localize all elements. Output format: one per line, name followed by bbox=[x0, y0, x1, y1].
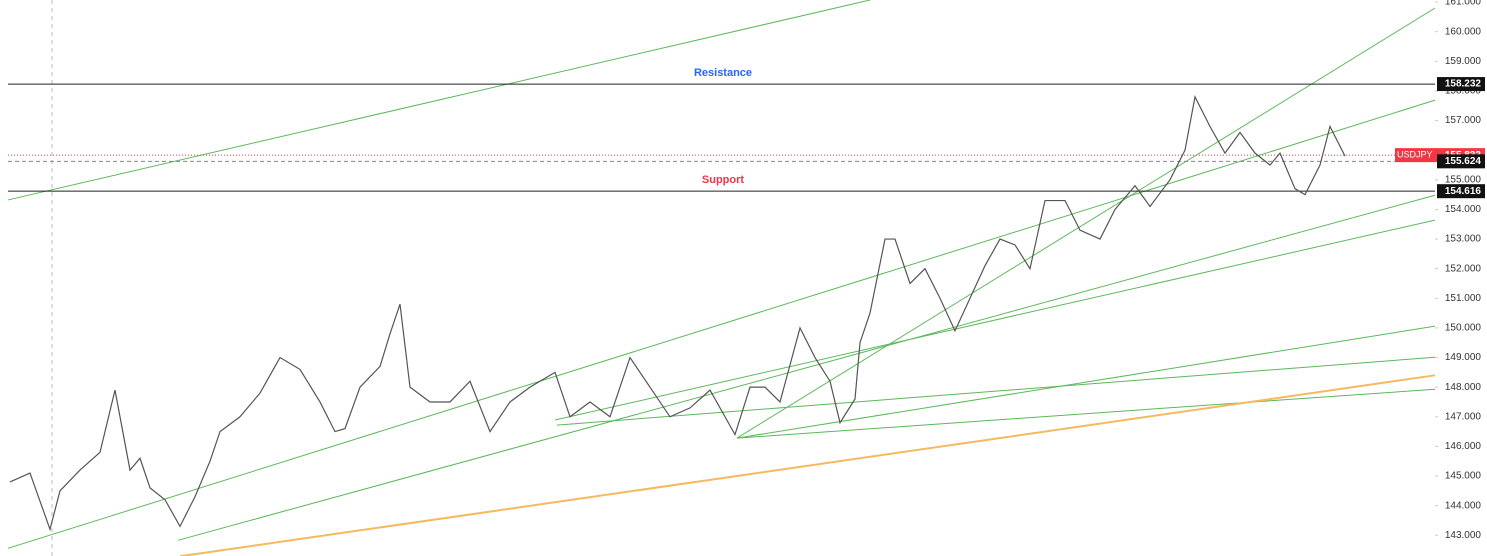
price-line bbox=[9, 95, 1346, 532]
price-tag-label: 158.232 bbox=[1445, 79, 1482, 90]
price-tag bbox=[1437, 184, 1485, 199]
trendline bbox=[177, 194, 1436, 541]
trendline bbox=[179, 374, 1436, 556]
y-tick-label: 146.000 bbox=[1445, 441, 1482, 452]
trendline bbox=[556, 356, 1436, 426]
y-tick-label: 152.000 bbox=[1445, 263, 1482, 274]
y-tick-label: 145.000 bbox=[1445, 471, 1482, 482]
level-name: Support bbox=[702, 174, 744, 186]
level-name: Resistance bbox=[694, 67, 752, 79]
y-tick-label: 157.000 bbox=[1445, 115, 1482, 126]
trendline bbox=[7, 99, 1436, 549]
y-tick-label: 153.000 bbox=[1445, 234, 1482, 245]
symbol-label: USDJPY bbox=[1397, 150, 1433, 160]
y-tick-label: 150.000 bbox=[1445, 323, 1482, 334]
trendline bbox=[554, 219, 1436, 421]
y-tick-label: 148.000 bbox=[1445, 382, 1482, 393]
trendline bbox=[736, 325, 1436, 439]
y-tick-label: 155.000 bbox=[1445, 174, 1482, 185]
y-tick-label: 158.000 bbox=[1445, 86, 1482, 97]
y-tick-label: 144.000 bbox=[1445, 500, 1482, 511]
y-tick-label: 143.000 bbox=[1445, 530, 1482, 541]
price-tag bbox=[1437, 77, 1485, 92]
y-tick-label: 147.000 bbox=[1445, 411, 1482, 422]
last-price-label: 155.624 bbox=[1445, 156, 1482, 167]
y-tick-label: 159.000 bbox=[1445, 56, 1482, 67]
y-tick-label: 151.000 bbox=[1445, 293, 1482, 304]
price-tag-label: 154.616 bbox=[1445, 186, 1482, 197]
y-tick-label: 160.000 bbox=[1445, 26, 1482, 37]
trendline bbox=[736, 7, 1436, 439]
price-tag bbox=[1437, 154, 1485, 169]
y-tick-label: 161.000 bbox=[1445, 0, 1482, 8]
y-tick-label: 154.000 bbox=[1445, 204, 1482, 215]
y-tick-label: 149.000 bbox=[1445, 352, 1482, 363]
trendline bbox=[7, 0, 871, 201]
trendline bbox=[736, 388, 1436, 439]
